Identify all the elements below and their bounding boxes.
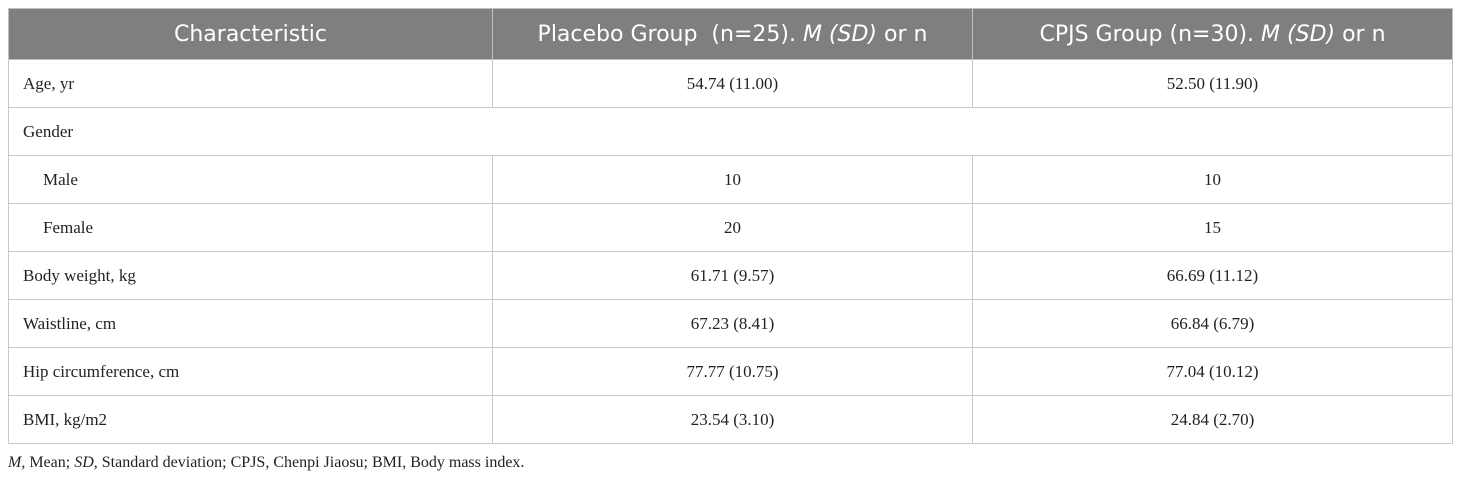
footnote-text: SD: [74, 454, 94, 471]
footnote: M, Mean; SD, Standard deviation; CPJS, C…: [8, 454, 524, 472]
row: Gender: [8, 107, 1453, 156]
cell: 54.74 (11.00): [492, 59, 973, 108]
header-text: or n: [1335, 21, 1386, 47]
header-row: Characteristic Placebo Group (n=25). M (…: [8, 8, 1453, 60]
cell: Gender: [8, 107, 1453, 156]
cell: 67.23 (8.41): [492, 299, 973, 348]
header-text: CPJS Group (n=30).: [1039, 21, 1262, 47]
header-text: Placebo Group (n=25).: [537, 21, 803, 47]
row: Male 10 10: [8, 155, 1453, 204]
cell: Waistline, cm: [8, 299, 493, 348]
cell: Body weight, kg: [8, 251, 493, 300]
cell: 77.04 (10.12): [972, 347, 1453, 396]
cell: Hip circumference, cm: [8, 347, 493, 396]
cell: 15: [972, 203, 1453, 252]
header-cell: Placebo Group (n=25). M (SD) or n: [492, 8, 973, 60]
footnote-text: , Standard deviation; CPJS, Chenpi Jiaos…: [93, 454, 525, 471]
row: Female 20 15: [8, 203, 1453, 252]
cell: 20: [492, 203, 973, 252]
footnote-text: M: [8, 454, 22, 471]
cell: 66.84 (6.79): [972, 299, 1453, 348]
cell: BMI, kg/m2: [8, 395, 493, 444]
data-table: Characteristic Placebo Group (n=25). M (…: [8, 8, 1453, 444]
cell: 24.84 (2.70): [972, 395, 1453, 444]
row: Waistline, cm 67.23 (8.41) 66.84 (6.79): [8, 299, 1453, 348]
header-cell: CPJS Group (n=30). M (SD) or n: [972, 8, 1453, 60]
cell: Age, yr: [8, 59, 493, 108]
cell: Female: [8, 203, 493, 252]
row: Age, yr 54.74 (11.00) 52.50 (11.90): [8, 59, 1453, 108]
cell: 10: [492, 155, 973, 204]
cell: Male: [8, 155, 493, 204]
cell: 52.50 (11.90): [972, 59, 1453, 108]
row: Body weight, kg 61.71 (9.57) 66.69 (11.12): [8, 251, 1453, 300]
header-text: M (SD): [802, 21, 877, 47]
cell: 61.71 (9.57): [492, 251, 973, 300]
cell: 77.77 (10.75): [492, 347, 973, 396]
header-text: or n: [877, 21, 928, 47]
footnote-text: , Mean;: [21, 454, 75, 471]
row: BMI, kg/m2 23.54 (3.10) 24.84 (2.70): [8, 395, 1453, 444]
header-cell: Characteristic: [8, 8, 493, 60]
cell: 66.69 (11.12): [972, 251, 1453, 300]
row: Hip circumference, cm 77.77 (10.75) 77.04 …: [8, 347, 1453, 396]
header-text: M (SD): [1261, 21, 1336, 47]
cell: 10: [972, 155, 1453, 204]
cell: 23.54 (3.10): [492, 395, 973, 444]
